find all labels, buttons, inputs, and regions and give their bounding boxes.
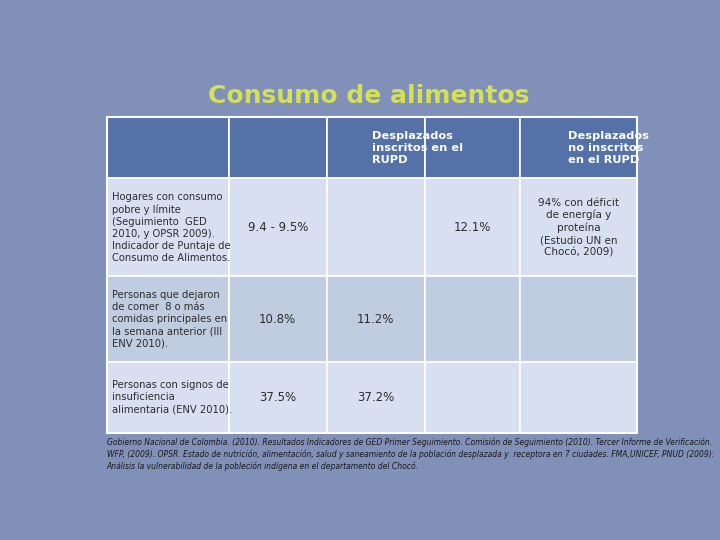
Bar bbox=[229, 362, 327, 433]
Bar bbox=[327, 362, 425, 433]
Text: Hogares con consumo
pobre y límite
(Seguimiento  GED
2010, y OPSR 2009).
Indicad: Hogares con consumo pobre y límite (Segu… bbox=[112, 192, 231, 262]
Text: Desplazados
inscritos en el
RUPD: Desplazados inscritos en el RUPD bbox=[372, 131, 463, 165]
Text: 37.2%: 37.2% bbox=[357, 391, 395, 404]
Bar bbox=[425, 276, 521, 362]
Text: Consumo de alimentos: Consumo de alimentos bbox=[208, 84, 530, 107]
Bar bbox=[521, 276, 636, 362]
Bar bbox=[521, 117, 636, 178]
Bar bbox=[107, 178, 229, 276]
Text: 10.8%: 10.8% bbox=[259, 313, 296, 326]
Bar bbox=[327, 117, 425, 178]
Bar bbox=[425, 178, 521, 276]
Text: Gobierno Nacional de Colombia. (2010). Resultados Indicadores de GED Primer Segu: Gobierno Nacional de Colombia. (2010). R… bbox=[107, 438, 714, 471]
Bar bbox=[229, 178, 327, 276]
Text: Personas que dejaron
de comer  8 o más
comidas principales en
la semana anterior: Personas que dejaron de comer 8 o más co… bbox=[112, 290, 228, 348]
Bar bbox=[107, 276, 229, 362]
Text: Desplazados
no inscritos
en el RUPD: Desplazados no inscritos en el RUPD bbox=[568, 131, 649, 165]
Bar bbox=[229, 117, 327, 178]
Bar bbox=[327, 276, 425, 362]
Bar bbox=[521, 362, 636, 433]
Bar bbox=[229, 276, 327, 362]
Text: 11.2%: 11.2% bbox=[357, 313, 395, 326]
Text: 37.5%: 37.5% bbox=[259, 391, 296, 404]
Bar bbox=[425, 117, 521, 178]
Text: 94% con déficit
de energía y
proteína
(Estudio UN en
Chocó, 2009): 94% con déficit de energía y proteína (E… bbox=[538, 198, 619, 257]
Bar bbox=[521, 178, 636, 276]
Bar bbox=[107, 362, 229, 433]
Bar bbox=[425, 362, 521, 433]
Bar bbox=[327, 178, 425, 276]
Bar bbox=[107, 117, 637, 433]
Bar bbox=[107, 117, 229, 178]
Text: 9.4 - 9.5%: 9.4 - 9.5% bbox=[248, 221, 308, 234]
Text: Personas con signos de
insuficiencia
alimentaria (ENV 2010).: Personas con signos de insuficiencia ali… bbox=[112, 380, 233, 414]
Text: 12.1%: 12.1% bbox=[454, 221, 491, 234]
